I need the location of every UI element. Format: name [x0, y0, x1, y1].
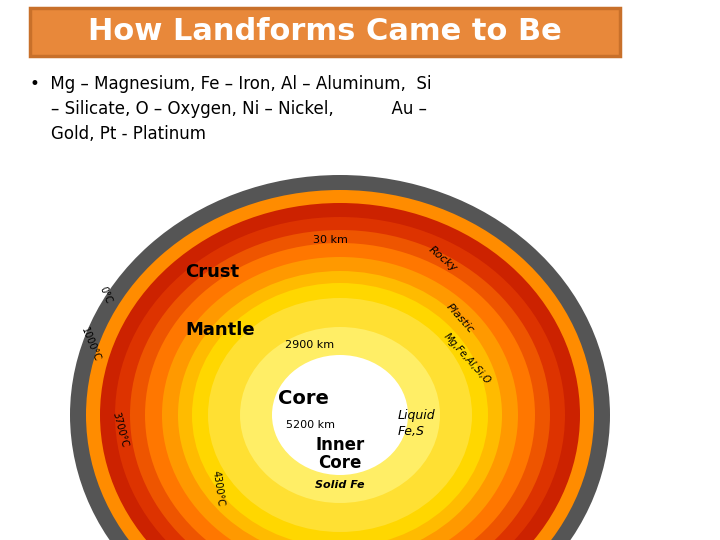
- Ellipse shape: [145, 243, 535, 540]
- Text: 2900 km: 2900 km: [285, 340, 335, 350]
- Ellipse shape: [130, 230, 550, 540]
- Text: Rocky: Rocky: [427, 244, 459, 274]
- Text: Fe,S: Fe,S: [398, 426, 425, 438]
- Ellipse shape: [86, 190, 594, 540]
- Ellipse shape: [208, 298, 472, 532]
- Ellipse shape: [192, 283, 488, 540]
- Text: Core: Core: [278, 388, 329, 408]
- Text: 0°C: 0°C: [97, 285, 113, 305]
- Ellipse shape: [70, 175, 610, 540]
- Text: Mg,Fe,Al,Si,O: Mg,Fe,Al,Si,O: [441, 332, 492, 387]
- FancyBboxPatch shape: [30, 8, 620, 56]
- Text: •  Mg – Magnesium, Fe – Iron, Al – Aluminum,  Si: • Mg – Magnesium, Fe – Iron, Al – Alumin…: [30, 75, 431, 93]
- Ellipse shape: [272, 355, 408, 475]
- Text: 1000°C: 1000°C: [78, 327, 102, 363]
- Text: Inner: Inner: [315, 436, 364, 454]
- Text: Liquid: Liquid: [398, 408, 436, 422]
- Text: 30 km: 30 km: [312, 235, 348, 245]
- Text: Solid Fe: Solid Fe: [315, 480, 365, 490]
- Ellipse shape: [178, 271, 502, 540]
- Text: – Silicate, O – Oxygen, Ni – Nickel,           Au –: – Silicate, O – Oxygen, Ni – Nickel, Au …: [30, 100, 427, 118]
- Text: Core: Core: [318, 454, 361, 472]
- Text: 5200 km: 5200 km: [286, 420, 335, 430]
- Text: Mantle: Mantle: [185, 321, 255, 339]
- Ellipse shape: [162, 257, 518, 540]
- Text: 3700°C: 3700°C: [110, 411, 130, 449]
- Ellipse shape: [100, 203, 580, 540]
- Text: Gold, Pt - Platinum: Gold, Pt - Platinum: [30, 125, 206, 143]
- Text: Crust: Crust: [185, 263, 239, 281]
- Text: Plastic: Plastic: [444, 302, 476, 335]
- Text: How Landforms Came to Be: How Landforms Came to Be: [88, 17, 562, 46]
- Ellipse shape: [240, 327, 440, 503]
- Ellipse shape: [115, 217, 565, 540]
- Text: 4300°C: 4300°C: [210, 469, 225, 507]
